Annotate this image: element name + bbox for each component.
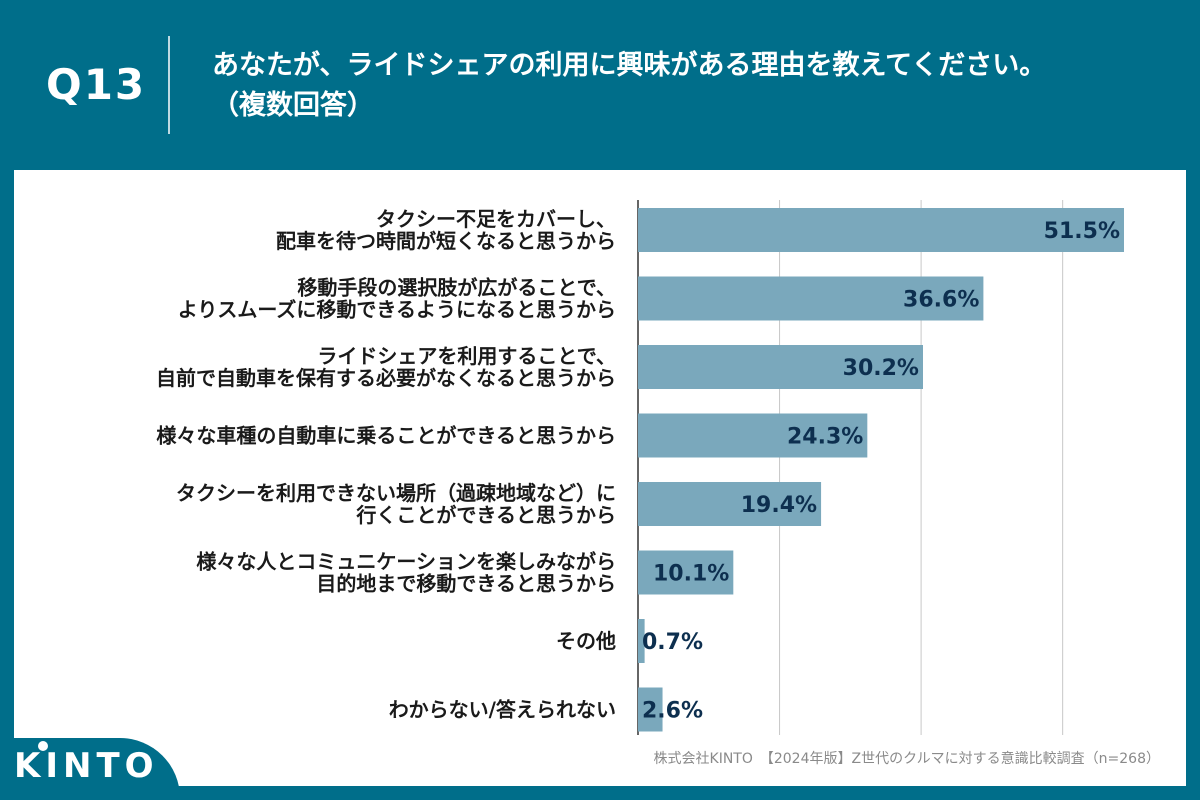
category-label-5-1: 目的地まで移動できると思うから xyxy=(316,572,616,596)
value-label-7: 2.6% xyxy=(642,699,703,724)
bar-7 xyxy=(638,687,663,732)
category-label-1-1: よりスムーズに移動できるようになると思うから xyxy=(178,298,616,322)
category-label-4-0: タクシーを利用できない場所（過疎地域など）に xyxy=(176,481,616,505)
header-divider xyxy=(168,36,170,134)
header: Q13 あなたが、ライドシェアの利用に興味がある理由を教えてください。 （複数回… xyxy=(0,0,1200,170)
kinto-logo: KINTO xyxy=(14,746,159,786)
bar-3 xyxy=(638,413,868,458)
bar-0 xyxy=(638,208,1124,252)
value-label-3: 24.3% xyxy=(787,425,863,450)
value-label-1: 36.6% xyxy=(903,288,979,313)
category-label-0-0: タクシー不足をカバーし、 xyxy=(376,207,616,231)
value-label-4: 19.4% xyxy=(741,493,817,518)
value-label-6: 0.7% xyxy=(642,630,703,655)
category-label-2-0: ライドシェアを利用することで、 xyxy=(317,344,616,368)
category-label-6-0: その他 xyxy=(556,629,616,653)
question-text-line2: （複数回答） xyxy=(212,90,374,121)
category-label-7-0: わからない/答えられない xyxy=(389,698,616,722)
question-title: あなたが、ライドシェアの利用に興味がある理由を教えてください。 （複数回答） xyxy=(212,46,1172,126)
category-label-0-1: 配車を待つ時間が短くなると思うから xyxy=(276,229,616,253)
bars xyxy=(638,208,1124,732)
logo-background xyxy=(0,738,180,800)
bar-4 xyxy=(638,482,822,526)
bar-5 xyxy=(638,550,734,595)
chart-panel xyxy=(14,170,1186,786)
category-label-4-1: 行くことができると思うから xyxy=(355,503,616,527)
bar-2 xyxy=(638,345,923,389)
category-label-5-0: 様々な人とコミュニケーションを楽しみながら xyxy=(196,550,616,574)
value-labels: 51.5% 36.6% 30.2% 24.3% 19.4% 10.1% 0.7% 2.6% xyxy=(642,219,1120,724)
value-label-2: 30.2% xyxy=(843,356,919,381)
value-label-5: 10.1% xyxy=(653,562,729,587)
question-text-line1: あなたが、ライドシェアの利用に興味がある理由を教えてください。 xyxy=(212,50,1047,81)
bar-1 xyxy=(638,276,984,321)
category-label-3-0: 様々な車種の自動車に乗ることができると思うから xyxy=(156,424,616,448)
question-number: Q13 xyxy=(46,60,147,109)
logo-dot xyxy=(38,741,48,751)
category-label-1-0: 移動手段の選択肢が広がることで、 xyxy=(297,276,616,300)
value-label-0: 51.5% xyxy=(1044,219,1120,244)
category-labels: タクシー不足をカバーし、配車を待つ時間が短くなると思うから移動手段の選択肢が広が… xyxy=(156,207,616,722)
category-label-2-1: 自前で自動車を保有する必要がなくなると思うから xyxy=(156,366,616,390)
bar-6 xyxy=(638,619,645,663)
source-note: 株式会社KINTO 【2024年版】Z世代のクルマに対する意識比較調査（n=26… xyxy=(653,751,1160,767)
